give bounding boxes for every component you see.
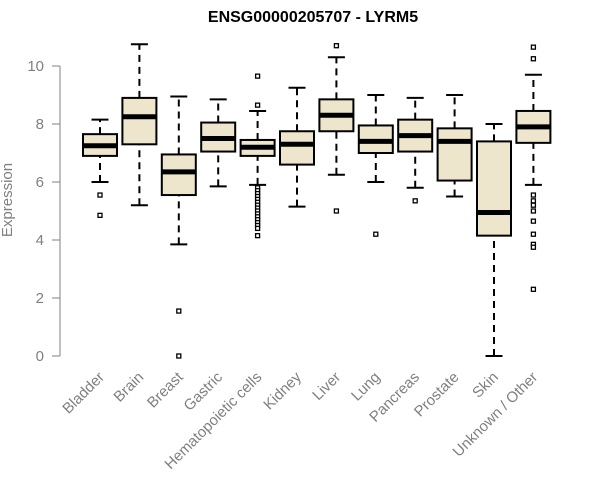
x-tick-label: Bladder: [59, 369, 108, 418]
y-tick-label: 6: [36, 174, 44, 191]
outlier-point: [254, 73, 261, 79]
x-tick-label: Breast: [144, 368, 187, 411]
x-tick-label: Kidney: [260, 368, 305, 413]
box-group: [121, 43, 158, 207]
outlier-point: [530, 218, 537, 224]
outlier-point: [254, 232, 261, 239]
outlier-point: [530, 44, 537, 50]
box-group: [160, 95, 197, 359]
outlier-point: [333, 43, 340, 49]
y-tick-label: 4: [36, 232, 44, 249]
chart-title: ENSG00000205707 - LYRM5: [208, 9, 418, 26]
box-group: [318, 43, 355, 214]
box-group: [279, 86, 315, 208]
y-tick-label: 0: [36, 348, 44, 365]
box-group: [476, 123, 512, 357]
outlier-point: [530, 244, 537, 250]
outlier-point: [412, 198, 418, 204]
outlier-point: [97, 192, 103, 198]
outlier-point: [176, 353, 182, 359]
outlier-point: [530, 198, 537, 204]
iqr-box: [121, 96, 158, 146]
outlier-point: [254, 225, 261, 232]
outlier-point: [530, 192, 537, 198]
outlier-point: [530, 286, 537, 292]
box-group: [357, 94, 394, 237]
outlier-point: [97, 212, 103, 219]
iqr-box: [160, 153, 197, 197]
outlier-point: [530, 202, 537, 208]
outlier-point: [176, 308, 182, 314]
outlier-point: [254, 102, 261, 108]
y-tick-label: 2: [36, 290, 44, 307]
iqr-box: [279, 130, 315, 166]
y-tick-label: 8: [36, 116, 44, 133]
outlier-point: [530, 56, 537, 62]
iqr-box: [436, 127, 473, 182]
x-tick-label: Liver: [309, 369, 344, 404]
y-axis: 0 2 4 6 8 10: [27, 58, 61, 365]
outlier-point: [530, 208, 537, 214]
box-group: [436, 94, 473, 198]
x-tick-label: Skin: [469, 369, 502, 402]
x-tick-label: Brain: [110, 369, 147, 406]
box-group: [239, 73, 276, 239]
box-group: [82, 118, 118, 219]
y-tick-label: 10: [27, 58, 44, 75]
x-tick-label: Lung: [348, 369, 384, 405]
outlier-point: [333, 208, 340, 214]
outlier-point: [373, 231, 379, 237]
iqr-box: [476, 140, 512, 237]
box-group: [397, 96, 434, 204]
boxes-layer: [82, 43, 552, 359]
box-group: [200, 98, 237, 188]
y-axis-title: Expression: [0, 163, 16, 237]
box-group: [515, 44, 552, 292]
outlier-point: [530, 231, 537, 237]
